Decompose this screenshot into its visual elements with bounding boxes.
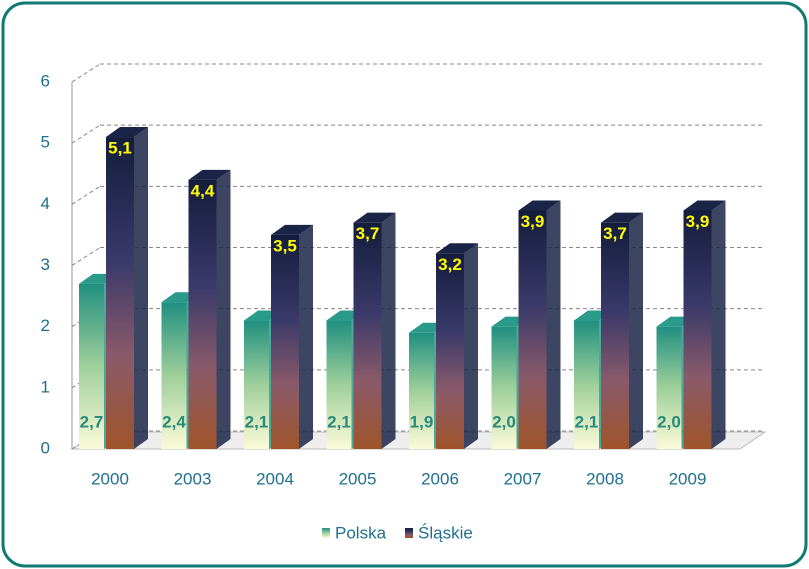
bar — [491, 326, 517, 449]
grid-line — [71, 124, 101, 144]
data-label: 4,4 — [191, 181, 215, 200]
y-tick-label: 2 — [41, 316, 50, 335]
data-label: 3,2 — [438, 255, 462, 274]
bar-top — [188, 169, 231, 180]
y-tick-label: 4 — [41, 194, 50, 213]
data-label: 3,9 — [521, 212, 545, 231]
legend-swatch — [405, 528, 413, 538]
x-tick-label: 2000 — [91, 469, 129, 488]
bar — [79, 283, 104, 449]
grid-line — [71, 247, 101, 266]
data-label: 3,7 — [356, 224, 380, 243]
legend-swatch — [322, 528, 330, 538]
y-tick-label: 6 — [41, 71, 50, 90]
bar-top — [601, 212, 643, 223]
bar — [518, 210, 547, 449]
bar-top — [353, 212, 396, 223]
data-label: 2,1 — [327, 412, 351, 431]
x-tick-label: 2003 — [174, 469, 212, 488]
data-label: 3,7 — [603, 224, 627, 243]
x-tick-label: 2008 — [586, 469, 624, 488]
bar — [683, 210, 712, 449]
bar — [601, 222, 629, 449]
x-tick-label: 2006 — [421, 469, 459, 488]
data-label: 2,4 — [162, 412, 186, 431]
bar-side — [381, 212, 396, 449]
data-label: 1,9 — [410, 412, 434, 431]
y-tick-label: 5 — [41, 133, 50, 152]
data-label: 2,0 — [657, 412, 681, 431]
bar — [161, 302, 187, 449]
x-tick-label: 2007 — [504, 469, 542, 488]
bar-top — [683, 200, 726, 211]
data-label: 2,7 — [80, 412, 104, 431]
x-tick-label: 2004 — [256, 469, 294, 488]
y-tick-label: 3 — [41, 255, 50, 274]
data-label: 2,1 — [245, 412, 269, 431]
bar-side — [711, 200, 726, 449]
bar — [353, 222, 382, 449]
x-tick-label: 2009 — [669, 469, 707, 488]
x-tick-label: 2005 — [339, 469, 377, 488]
bar-side — [546, 200, 561, 449]
bar-side — [216, 169, 231, 449]
legend-label: Śląskie — [418, 523, 473, 542]
bar — [188, 179, 217, 449]
bar — [271, 234, 299, 449]
bar — [574, 320, 599, 449]
data-label: 5,1 — [108, 139, 132, 158]
bar-side — [299, 224, 313, 449]
bar — [656, 326, 682, 449]
bar — [326, 320, 352, 449]
bar — [244, 320, 269, 449]
bar — [106, 137, 134, 450]
bar-top — [106, 127, 148, 138]
grid-line — [71, 185, 101, 205]
data-label: 2,1 — [575, 412, 599, 431]
bar-side — [134, 127, 148, 450]
data-label: 2,0 — [492, 412, 516, 431]
bar-top — [518, 200, 561, 211]
bar-side — [629, 212, 643, 449]
y-tick-label: 0 — [41, 438, 50, 457]
y-tick-label: 1 — [41, 377, 50, 396]
bar-top — [436, 243, 478, 254]
legend-label: Polska — [335, 523, 387, 542]
data-label: 3,9 — [686, 212, 710, 231]
bar — [409, 332, 434, 449]
grid-line — [71, 63, 101, 83]
bar-top — [271, 224, 313, 235]
bar-side — [464, 243, 478, 449]
bar — [436, 253, 464, 449]
data-label: 3,5 — [273, 236, 297, 255]
